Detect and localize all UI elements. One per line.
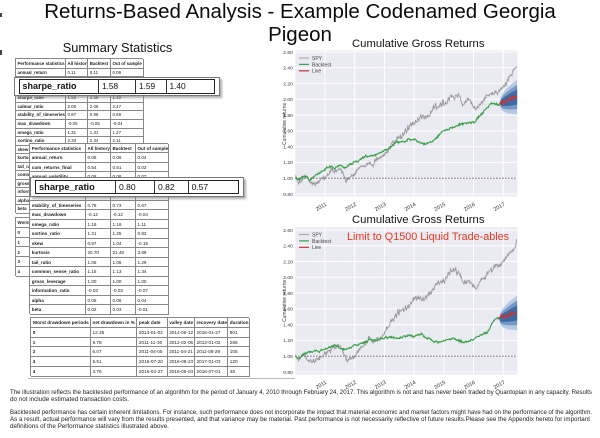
svg-text:2014: 2014 bbox=[404, 202, 417, 213]
svg-text:2.00: 2.00 bbox=[283, 275, 293, 281]
svg-text:2014: 2014 bbox=[404, 380, 417, 391]
svg-text:1.60: 1.60 bbox=[283, 307, 293, 313]
svg-text:Live: Live bbox=[312, 245, 321, 251]
svg-text:2016: 2016 bbox=[463, 380, 476, 391]
svg-text:0.80: 0.80 bbox=[283, 370, 293, 376]
svg-text:2013: 2013 bbox=[374, 380, 387, 391]
svg-text:1.40: 1.40 bbox=[283, 145, 293, 151]
svg-text:Cumulative returns: Cumulative returns bbox=[282, 280, 288, 322]
svg-text:2.20: 2.20 bbox=[283, 81, 293, 87]
svg-text:SPY: SPY bbox=[312, 232, 323, 238]
svg-text:1.80: 1.80 bbox=[283, 291, 293, 297]
svg-text:2017: 2017 bbox=[493, 202, 506, 213]
svg-text:2013: 2013 bbox=[374, 202, 387, 213]
svg-text:2.60: 2.60 bbox=[283, 228, 293, 234]
svg-text:2.40: 2.40 bbox=[283, 244, 293, 250]
svg-text:2011: 2011 bbox=[315, 380, 328, 391]
svg-text:2017: 2017 bbox=[493, 380, 506, 391]
svg-text:Backtest: Backtest bbox=[312, 62, 332, 68]
svg-text:2.20: 2.20 bbox=[283, 259, 293, 265]
svg-text:2015: 2015 bbox=[433, 380, 446, 391]
svg-text:1.80: 1.80 bbox=[283, 113, 293, 119]
svg-text:2.40: 2.40 bbox=[283, 66, 293, 72]
svg-text:2015: 2015 bbox=[433, 202, 446, 213]
svg-text:1.40: 1.40 bbox=[283, 323, 293, 329]
svg-text:2012: 2012 bbox=[344, 380, 357, 391]
svg-text:2.00: 2.00 bbox=[283, 97, 293, 103]
svg-text:1.00: 1.00 bbox=[283, 354, 293, 360]
svg-text:Cumulative returns: Cumulative returns bbox=[282, 103, 288, 145]
svg-text:SPY: SPY bbox=[312, 56, 323, 62]
svg-text:2012: 2012 bbox=[344, 202, 357, 213]
svg-text:0.80: 0.80 bbox=[283, 192, 293, 198]
svg-text:2.60: 2.60 bbox=[283, 50, 293, 56]
svg-text:1.20: 1.20 bbox=[283, 338, 293, 344]
svg-text:2011: 2011 bbox=[315, 202, 328, 213]
svg-text:1.00: 1.00 bbox=[283, 176, 293, 182]
svg-text:1.20: 1.20 bbox=[283, 160, 293, 166]
svg-text:1.60: 1.60 bbox=[283, 129, 293, 135]
svg-text:Backtest: Backtest bbox=[312, 239, 332, 245]
svg-text:Live: Live bbox=[312, 69, 321, 75]
svg-text:2016: 2016 bbox=[463, 202, 476, 213]
